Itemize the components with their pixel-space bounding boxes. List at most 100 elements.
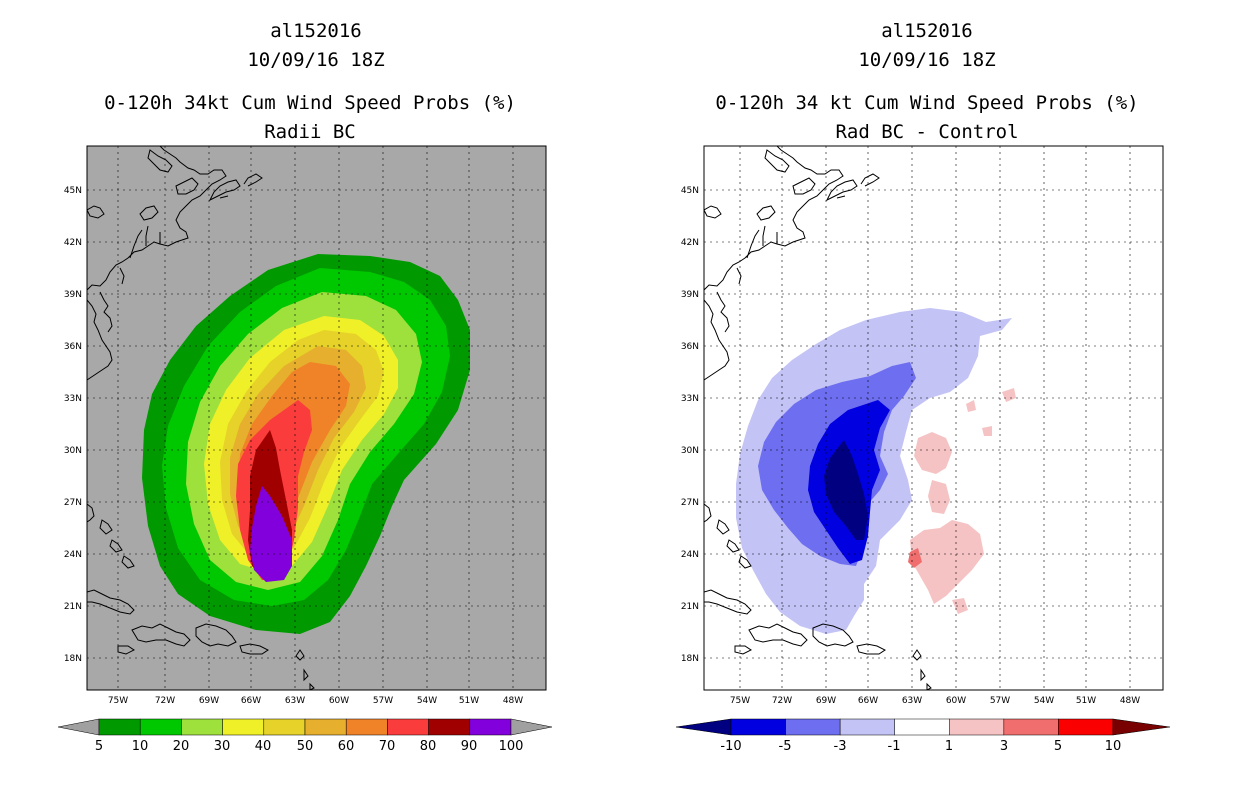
lon-label: 54W — [1034, 696, 1054, 706]
colorbar-label: 80 — [420, 739, 437, 754]
right-colorbar: -10 -5 -3 -1 1 3 5 10 — [675, 718, 1171, 754]
lat-label: 18N — [681, 654, 699, 664]
colorbar-bin — [730, 718, 786, 736]
lat-label: 42N — [681, 238, 699, 248]
lat-label: 33N — [64, 394, 82, 404]
left-product-title: 0-120h 34kt Cum Wind Speed Probs (%) — [104, 92, 516, 114]
colorbar-bin — [181, 718, 223, 736]
lon-label: 57W — [990, 696, 1010, 706]
colorbar-low-arrow — [675, 718, 732, 736]
colorbar-high-arrow — [510, 718, 553, 736]
lat-label: 24N — [681, 550, 699, 560]
colorbar-low-arrow — [57, 718, 100, 736]
left-gridlines — [86, 145, 547, 691]
colorbar-label: 10 — [1105, 739, 1122, 754]
right-map — [704, 146, 1163, 690]
lat-label: 27N — [64, 498, 82, 508]
colorbar-bin — [345, 718, 388, 736]
colorbar-label: 5 — [1054, 739, 1062, 754]
left-map — [87, 146, 546, 690]
colorbar-label: 5 — [95, 739, 103, 754]
right-difference-contours — [736, 308, 1016, 634]
lon-label: 66W — [858, 696, 878, 706]
contour-plus-1-b — [928, 480, 950, 514]
colorbar-bin — [785, 718, 841, 736]
contour-plus-1-e — [1002, 388, 1016, 402]
lat-label: 24N — [64, 550, 82, 560]
lat-label: 30N — [64, 446, 82, 456]
colorbar-label: 1 — [945, 739, 953, 754]
lat-label: 39N — [681, 290, 699, 300]
left-lat-labels: 45N 42N 39N 36N 33N 30N 27N 24N 21N 18N — [64, 186, 82, 664]
colorbar-label: 30 — [214, 739, 231, 754]
lon-label: 48W — [503, 696, 523, 706]
lat-label: 18N — [64, 654, 82, 664]
contour-plus-1-c — [910, 520, 984, 604]
colorbar-label: 90 — [461, 739, 478, 754]
lat-label: 45N — [64, 186, 82, 196]
lon-label: 60W — [329, 696, 349, 706]
lon-label: 66W — [241, 696, 261, 706]
left-panel: al152016 10/09/16 18Z 0-120h 34kt Cum Wi… — [57, 20, 553, 754]
right-datetime: 10/09/16 18Z — [858, 49, 995, 71]
colorbar-bin — [98, 718, 141, 736]
lon-label: 51W — [459, 696, 479, 706]
lat-label: 36N — [64, 342, 82, 352]
colorbar-label: 70 — [379, 739, 396, 754]
lon-label: 57W — [373, 696, 393, 706]
colorbar-high-arrow — [1112, 718, 1171, 736]
left-probability-contours — [142, 254, 470, 634]
right-panel: al152016 10/09/16 18Z 0-120h 34 kt Cum W… — [675, 20, 1171, 754]
colorbar-label: 40 — [255, 739, 272, 754]
contour-plus-1-g — [982, 426, 992, 436]
colorbar-label: 10 — [132, 739, 149, 754]
right-gridlines — [703, 145, 1164, 691]
colorbar-label: -5 — [779, 739, 792, 754]
lat-label: 30N — [681, 446, 699, 456]
lat-label: 36N — [681, 342, 699, 352]
lon-label: 75W — [108, 696, 128, 706]
contour-plus-3 — [908, 548, 922, 568]
lat-label: 21N — [681, 602, 699, 612]
colorbar-bin — [839, 718, 895, 736]
right-subtitle: Rad BC - Control — [835, 121, 1018, 143]
lon-label: 48W — [1120, 696, 1140, 706]
lat-label: 42N — [64, 238, 82, 248]
right-colorbar-bins — [730, 718, 1114, 736]
colorbar-bin — [469, 718, 512, 736]
left-subtitle: Radii BC — [264, 121, 356, 143]
colorbar-bin — [1058, 718, 1114, 736]
left-datetime: 10/09/16 18Z — [247, 49, 384, 71]
lon-label: 75W — [730, 696, 750, 706]
contour-plus-1-a — [914, 432, 952, 474]
left-colorbar-bins — [98, 718, 512, 736]
right-lat-labels: 45N 42N 39N 36N 33N 30N 27N 24N 21N 18N — [681, 186, 699, 664]
left-lon-labels: 75W 72W 69W 66W 63W 60W 57W 54W 51W 48W — [108, 696, 523, 706]
contour-minus-10 — [824, 440, 868, 540]
lon-label: 69W — [199, 696, 219, 706]
lon-label: 72W — [155, 696, 175, 706]
lat-label: 33N — [681, 394, 699, 404]
lat-label: 21N — [64, 602, 82, 612]
lon-label: 63W — [285, 696, 305, 706]
colorbar-bin — [894, 718, 950, 736]
lon-label: 51W — [1076, 696, 1096, 706]
colorbar-label: 3 — [1000, 739, 1008, 754]
colorbar-bin — [304, 718, 347, 736]
colorbar-bin — [1003, 718, 1059, 736]
right-product-title: 0-120h 34 kt Cum Wind Speed Probs (%) — [715, 92, 1138, 114]
colorbar-bin — [387, 718, 429, 736]
contour-90 — [250, 486, 292, 582]
colorbar-bin — [263, 718, 306, 736]
lat-label: 45N — [681, 186, 699, 196]
colorbar-label: 20 — [173, 739, 190, 754]
lat-label: 27N — [681, 498, 699, 508]
lat-label: 39N — [64, 290, 82, 300]
right-lon-labels: 75W 72W 69W 66W 63W 60W 57W 54W 51W 48W — [730, 696, 1140, 706]
left-storm-id: al152016 — [270, 20, 362, 42]
colorbar-bin — [428, 718, 471, 736]
colorbar-bin — [139, 718, 182, 736]
colorbar-label: 50 — [297, 739, 314, 754]
contour-plus-1-d — [966, 400, 976, 412]
